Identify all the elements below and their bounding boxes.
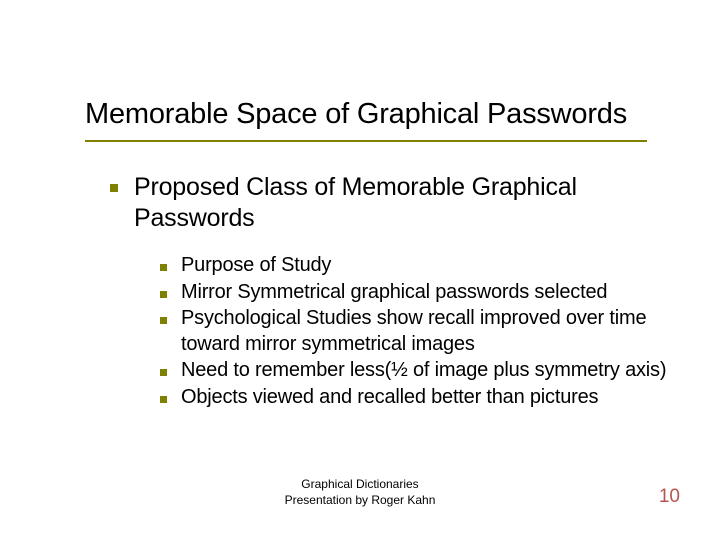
footer: Graphical Dictionaries Presentation by R… xyxy=(0,476,720,508)
level2-text: Need to remember less(½ of image plus sy… xyxy=(181,358,670,384)
level1-text: Proposed Class of Memorable Graphical Pa… xyxy=(134,173,577,232)
footer-line2: Presentation by Roger Kahn xyxy=(0,492,720,508)
level2-list: Purpose of Study Mirror Symmetrical grap… xyxy=(160,253,670,412)
bullet-square-icon xyxy=(160,253,181,278)
level1-list: Proposed Class of Memorable Graphical Pa… xyxy=(110,172,670,235)
footer-line1: Graphical Dictionaries xyxy=(0,476,720,492)
slide-title: Memorable Space of Graphical Passwords xyxy=(85,98,627,131)
level2-text: Objects viewed and recalled better than … xyxy=(181,385,670,411)
level2-text: Psychological Studies show recall improv… xyxy=(181,306,670,357)
bullet-square-icon xyxy=(160,385,181,410)
bullet-square-icon xyxy=(110,172,134,200)
level2-text: Purpose of Study xyxy=(181,253,670,279)
level2-item: Need to remember less(½ of image plus sy… xyxy=(160,358,670,384)
level2-item: Objects viewed and recalled better than … xyxy=(160,385,670,411)
bullet-square-icon xyxy=(160,306,181,331)
level1-item: Proposed Class of Memorable Graphical Pa… xyxy=(110,172,670,235)
level2-item: Psychological Studies show recall improv… xyxy=(160,306,670,357)
level2-item: Purpose of Study xyxy=(160,253,670,279)
page-number: 10 xyxy=(659,486,680,508)
bullet-square-icon xyxy=(160,358,181,383)
title-underline xyxy=(85,140,647,142)
level2-item: Mirror Symmetrical graphical passwords s… xyxy=(160,280,670,306)
slide: Memorable Space of Graphical Passwords P… xyxy=(0,0,720,540)
bullet-square-icon xyxy=(160,280,181,305)
level2-text: Mirror Symmetrical graphical passwords s… xyxy=(181,280,670,306)
